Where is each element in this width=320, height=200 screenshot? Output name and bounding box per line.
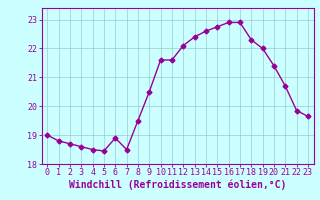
X-axis label: Windchill (Refroidissement éolien,°C): Windchill (Refroidissement éolien,°C) xyxy=(69,180,286,190)
